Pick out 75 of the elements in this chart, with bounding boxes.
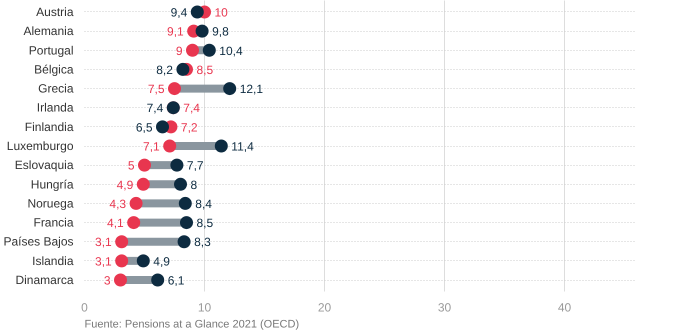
- data-label: 11,4: [231, 140, 254, 154]
- data-label: 4,9: [153, 254, 170, 268]
- point: [151, 274, 164, 286]
- y-tick-label: Dinamarca: [15, 273, 74, 288]
- data-label: 6,1: [168, 274, 185, 288]
- data-label: 4,1: [107, 216, 124, 230]
- point: [127, 216, 140, 230]
- point: [202, 44, 216, 57]
- point: [115, 235, 128, 248]
- point: [178, 235, 191, 248]
- data-label: 7,7: [186, 158, 204, 173]
- y-tick-label: Francia: [33, 216, 74, 230]
- data-label: 4,3: [109, 196, 126, 211]
- point: [156, 120, 169, 134]
- y-tick-label: Bélgica: [34, 62, 74, 76]
- x-tick-label: 10: [198, 300, 212, 314]
- point: [178, 196, 192, 210]
- data-label: 7,4: [146, 101, 164, 116]
- data-label: 8,3: [194, 235, 212, 250]
- point: [186, 44, 199, 57]
- data-label: 9,4: [170, 5, 188, 20]
- x-tick-label: 0: [81, 300, 88, 314]
- y-tick-label: Finlandia: [24, 120, 74, 134]
- data-label: 9,8: [212, 24, 230, 39]
- data-label: 8,2: [156, 62, 174, 77]
- x-tick-label: 20: [318, 300, 332, 314]
- y-tick-label: Alemania: [23, 24, 74, 38]
- data-label: 8,5: [196, 216, 214, 230]
- data-label: 7,2: [180, 120, 198, 134]
- point: [174, 178, 187, 191]
- data-label: 7,1: [143, 140, 160, 154]
- point: [138, 158, 151, 172]
- data-label: 12,1: [240, 82, 264, 96]
- point: [223, 82, 236, 96]
- y-tick-label: Países Bajos: [3, 234, 74, 249]
- y-tick-label: Luxemburgo: [6, 139, 74, 153]
- data-label: 7,5: [148, 82, 165, 96]
- data-label: 4,9: [116, 178, 134, 192]
- data-label: 7,4: [183, 101, 200, 116]
- y-tick-label: Portugal: [28, 43, 74, 58]
- data-label: 5: [128, 158, 135, 173]
- y-tick-label: Islandia: [32, 254, 74, 268]
- point: [163, 140, 176, 152]
- y-tick-label: Noruega: [27, 196, 74, 210]
- data-label: 10: [214, 5, 228, 20]
- data-label: 8,4: [195, 196, 212, 211]
- x-tick-label: 40: [558, 300, 572, 314]
- data-label: 8: [190, 178, 198, 192]
- point: [196, 24, 209, 38]
- y-tick-label: Austria: [36, 4, 74, 19]
- y-tick-label: Eslovaquia: [14, 158, 74, 172]
- source-note: Fuente: Pensions at a Glance 2021 (OECD): [84, 318, 300, 330]
- y-tick-label: Hungría: [30, 177, 74, 192]
- point: [130, 196, 143, 210]
- point: [168, 82, 181, 96]
- point: [190, 6, 204, 18]
- point: [114, 274, 127, 286]
- point: [115, 254, 128, 268]
- data-label: 8,5: [196, 62, 214, 77]
- y-tick-label: Grecia: [38, 82, 74, 96]
- point: [180, 216, 193, 230]
- point: [136, 254, 150, 268]
- data-label: 9: [176, 44, 183, 58]
- point: [170, 158, 184, 172]
- point: [176, 62, 190, 76]
- x-tick-label: 30: [438, 300, 452, 314]
- data-label: 3,1: [95, 254, 112, 268]
- point: [136, 178, 150, 191]
- data-label: 3,1: [95, 235, 112, 250]
- data-label: 9,1: [167, 24, 184, 39]
- point: [214, 140, 228, 152]
- data-label: 10,4: [219, 44, 243, 58]
- data-label: 6,5: [136, 120, 153, 134]
- y-tick-label: Irlanda: [36, 100, 74, 115]
- data-label: 3: [104, 274, 111, 288]
